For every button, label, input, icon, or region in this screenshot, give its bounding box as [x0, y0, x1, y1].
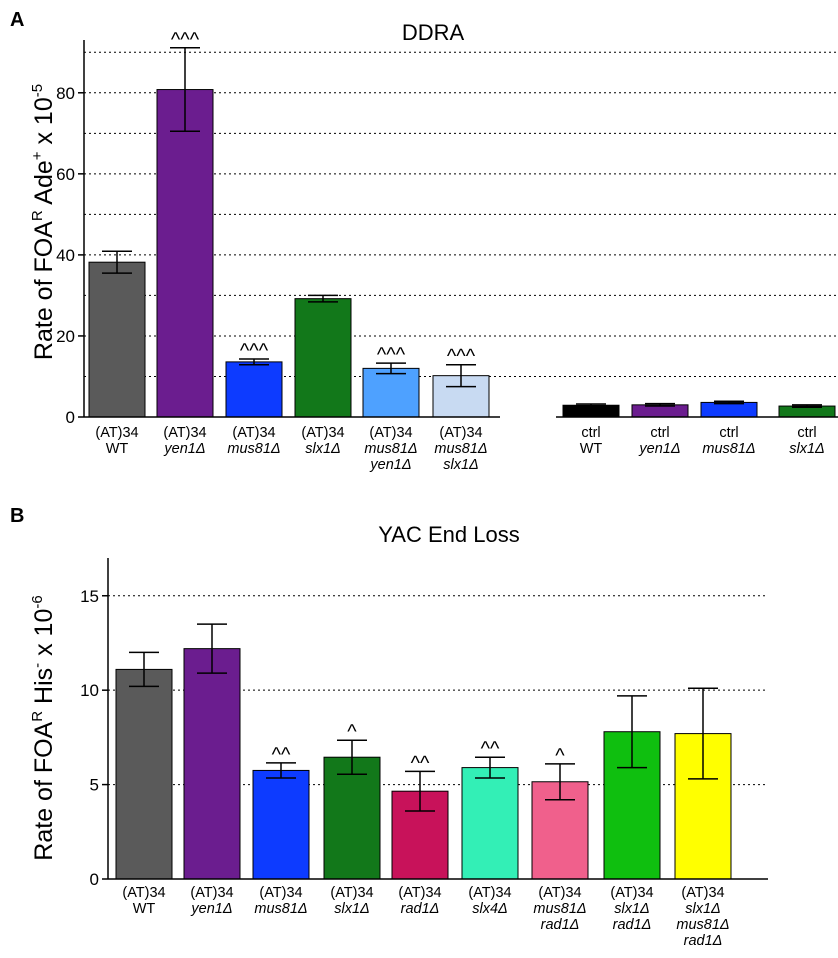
bar-a-3 — [294, 298, 352, 418]
category-label-b-7: (AT)34 slx1Δ rad1Δ — [610, 885, 653, 933]
chart-title-b: YAC End Loss — [378, 522, 519, 547]
significance-label-a-1: ^^^ — [171, 29, 200, 51]
category-label-b-0: (AT)34 WT — [122, 885, 165, 917]
error-bar-a-8 — [714, 400, 744, 405]
error-bar-b-7 — [617, 695, 647, 769]
y-tick-label-a-1: 20 — [56, 327, 75, 346]
bar-b-3 — [323, 756, 381, 880]
bar-a-0 — [88, 261, 146, 418]
y-ticks-b: 0 5 10 15 — [80, 587, 108, 889]
category-label-b-5: (AT)34 slx4Δ — [468, 885, 511, 917]
error-bar-b-3 — [337, 739, 367, 775]
error-bar-a-3 — [308, 294, 338, 303]
bar-a-8 — [700, 401, 758, 418]
bar-b-1 — [183, 648, 241, 880]
error-bar-a-1 — [170, 47, 200, 133]
error-bar-b-4 — [405, 770, 435, 812]
category-label-a-3: (AT)34 slx1Δ — [301, 425, 344, 457]
error-bar-a-9 — [792, 404, 822, 409]
y-tick-label-a-3: 60 — [56, 165, 75, 184]
panel-label-b: B — [10, 505, 24, 527]
y-tick-label-b-2: 10 — [80, 681, 99, 700]
category-label-a-5: (AT)34 mus81Δ slx1Δ — [434, 425, 487, 473]
category-label-a-6: ctrl WT — [580, 425, 603, 457]
y-tick-label-b-0: 0 — [90, 870, 99, 889]
category-label-a-2: (AT)34 mus81Δ — [227, 425, 280, 457]
y-tick-label-b-1: 5 — [90, 776, 99, 795]
error-bar-a-7 — [645, 402, 675, 407]
significance-label-b-6: ^ — [555, 745, 565, 767]
y-tick-label-a-0: 0 — [66, 408, 75, 427]
error-bar-a-2 — [239, 358, 269, 366]
bar-a-2 — [225, 361, 283, 418]
category-label-b-3: (AT)34 slx1Δ — [330, 885, 373, 917]
y-tick-label-b-3: 15 — [80, 587, 99, 606]
significance-label-b-5: ^^ — [481, 738, 500, 760]
bar-a-1 — [156, 89, 214, 418]
y-ticks-a: 0 20 40 60 80 — [56, 84, 84, 427]
category-label-a-7: ctrl yen1Δ — [638, 425, 680, 457]
category-label-b-4: (AT)34 rad1Δ — [398, 885, 441, 917]
error-bar-b-0 — [129, 651, 159, 688]
bars-a: ^^^ ^^^ ^^^ ^^^ — [88, 29, 836, 418]
significance-label-a-5: ^^^ — [447, 346, 476, 368]
category-labels-b: (AT)34 WT (AT)34 yen1Δ (AT)34 mus81Δ (AT)34 slx… — [122, 885, 729, 949]
error-bar-b-5 — [475, 756, 505, 779]
error-bar-a-0 — [102, 250, 132, 274]
category-label-a-8: ctrl mus81Δ — [702, 425, 755, 457]
category-label-a-1: (AT)34 yen1Δ — [163, 425, 206, 457]
category-label-a-0: (AT)34 WT — [95, 425, 138, 457]
category-label-b-2: (AT)34 mus81Δ — [254, 885, 307, 917]
y-axis-label-a: Rate of FOAR Ade+ x 10-5 — [29, 84, 58, 360]
bars-b: ^^^^^^^ ^ — [115, 623, 732, 880]
category-labels-a: (AT)34 WT (AT)34 yen1Δ (AT)34 mus81Δ (AT)34 slx… — [95, 425, 824, 473]
category-label-b-1: (AT)34 yen1Δ — [190, 885, 233, 917]
significance-label-b-2: ^^ — [272, 744, 291, 766]
significance-label-b-4: ^^ — [411, 752, 430, 774]
error-bar-b-6 — [545, 763, 575, 801]
significance-label-a-4: ^^^ — [377, 344, 406, 366]
category-label-b-6: (AT)34 mus81Δ rad1Δ — [533, 885, 586, 933]
y-tick-label-a-4: 80 — [56, 84, 75, 103]
bar-b-5 — [461, 767, 519, 880]
error-bar-b-8 — [688, 687, 718, 780]
category-label-a-4: (AT)34 mus81Δ yen1Δ — [364, 425, 417, 473]
y-tick-label-a-2: 40 — [56, 246, 75, 265]
category-label-b-8: (AT)34 slx1Δ mus81Δ rad1Δ — [676, 885, 729, 949]
error-bar-b-1 — [197, 623, 227, 674]
error-bar-a-6 — [576, 403, 606, 408]
significance-label-b-3: ^ — [347, 721, 357, 743]
bar-b-0 — [115, 668, 173, 880]
bar-a-4 — [362, 367, 420, 418]
significance-label-a-2: ^^^ — [240, 340, 269, 362]
y-axis-label-b: Rate of FOAR His- x 10-6 — [29, 595, 58, 860]
error-bar-a-5 — [446, 363, 476, 388]
chart-title-a: DDRA — [402, 20, 465, 45]
bar-b-2 — [252, 769, 310, 880]
category-label-a-9: ctrl slx1Δ — [789, 425, 825, 457]
error-bar-b-2 — [266, 762, 296, 779]
panel-label-a: A — [10, 9, 24, 31]
error-bar-a-4 — [376, 362, 406, 375]
